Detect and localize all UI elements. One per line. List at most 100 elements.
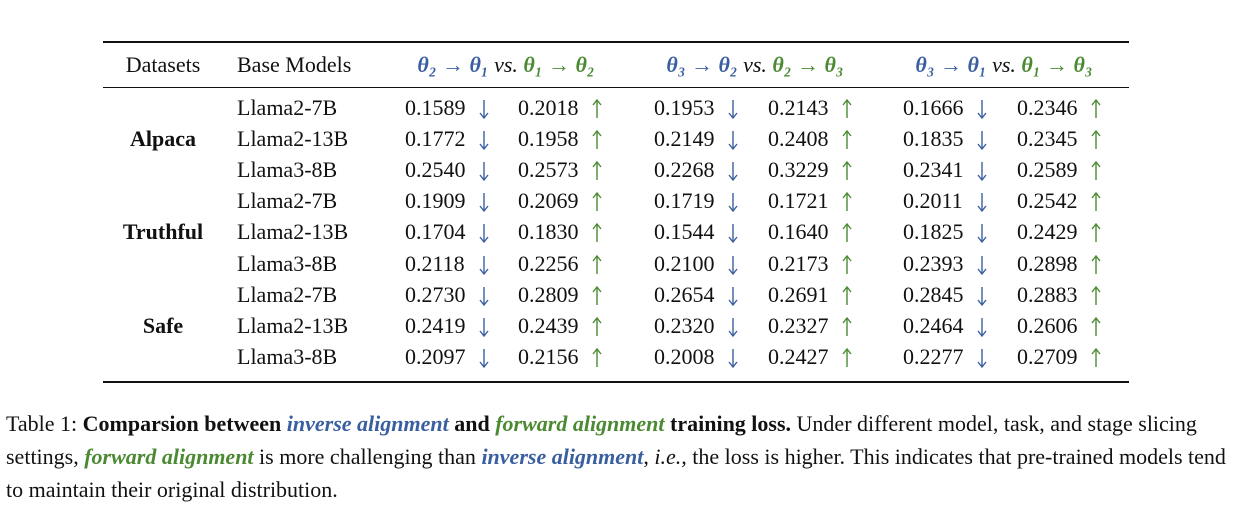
value-cell: 0.2097 [405,343,466,369]
down-arrow [977,100,987,119]
value-cell: 0.2346 [1017,95,1078,120]
model-name: Llama2-7B [237,281,338,307]
value-cell: 0.2018 [518,95,579,120]
down-arrow [479,162,489,182]
down-arrow [977,348,987,368]
down-arrow [728,162,738,182]
header-pair: θ₃ → θ₁ vs. θ₁ → θ₃ [915,51,1092,79]
caption-text: Comparsion between [82,411,282,436]
down-arrow [479,100,489,119]
value-cell: 0.2277 [903,343,964,369]
up-arrow [1091,254,1101,274]
up-arrow [1091,99,1101,118]
up-arrow [842,99,852,118]
value-cell: 0.1835 [903,126,964,152]
value-cell: 0.1909 [405,188,466,214]
up-arrow [592,192,602,212]
header-part: vs. [494,52,518,77]
up-arrow [842,347,852,367]
down-arrow [479,224,489,244]
up-arrow [842,316,852,336]
value-cell: 0.2464 [903,312,964,338]
value-cell: 0.2427 [768,343,829,369]
down-arrow [977,224,987,244]
header-cell: Base Models [237,52,352,77]
down-arrow [977,193,987,213]
value-cell: 0.2069 [518,188,579,214]
caption-text: training loss. [670,411,792,436]
up-arrow [842,285,852,305]
caption-text: inverse alignment [481,444,644,469]
header-part: vs. [743,52,767,77]
value-cell: 0.2709 [1017,343,1078,369]
up-arrow [842,130,852,150]
up-arrow [1091,316,1101,336]
value-cell: 0.1721 [768,188,829,214]
dataset-name: Alpaca [130,126,196,152]
down-arrow [479,286,489,306]
up-arrow [842,223,852,243]
up-arrow [1091,130,1101,150]
caption-text: is more challenging than [259,444,476,469]
value-cell: 0.2606 [1017,312,1078,338]
value-cell: 0.2156 [518,343,579,369]
value-cell: 0.2429 [1017,219,1078,245]
value-cell: 0.2327 [768,312,829,338]
value-cell: 0.2100 [654,250,715,276]
value-cell: 0.2419 [405,312,466,338]
value-cell: 0.2408 [768,126,829,152]
value-cell: 0.1958 [518,126,579,152]
up-arrow [1091,223,1101,243]
model-name: Llama2-13B [237,219,349,245]
down-arrow [728,193,738,213]
value-cell: 0.2268 [654,157,715,183]
down-arrow [728,100,738,119]
up-arrow [1091,192,1101,212]
down-arrow [479,255,489,275]
header-part: θ₁ → θ₂ [523,52,595,77]
down-arrow [977,162,987,182]
value-cell: 0.2008 [654,343,715,369]
dataset-name: Truthful [122,219,204,245]
model-name: Llama3-8B [237,157,338,183]
down-arrow [479,348,489,368]
value-cell: 0.2589 [1017,157,1078,183]
header-pair: θ₂ → θ₁ vs. θ₁ → θ₂ [417,51,594,79]
up-arrow [592,99,602,118]
up-arrow [592,285,602,305]
model-name: Llama2-7B [237,188,338,214]
value-cell: 0.1825 [903,219,964,245]
model-name: Llama3-8B [237,343,338,369]
header-part: θ₁ → θ₃ [1021,52,1093,77]
up-arrow [592,347,602,367]
value-cell: 0.1666 [903,95,964,120]
header-part: θ₃ → θ₁ [915,52,987,77]
caption-text: i.e., [654,444,687,469]
value-cell: 0.2883 [1017,281,1078,307]
caption-text: , [643,444,649,469]
header-part: θ₂ → θ₃ [772,52,844,77]
model-name: Llama2-13B [237,312,349,338]
value-cell: 0.1830 [518,219,579,245]
mid-rule [103,87,1129,88]
up-arrow [842,254,852,274]
value-cell: 0.2691 [768,281,829,307]
down-arrow [728,317,738,337]
model-name: Llama2-7B [237,95,338,120]
caption-label: Table 1: [6,411,78,436]
value-cell: 0.1589 [405,95,466,120]
value-cell: 0.1544 [654,219,715,245]
up-arrow [1091,161,1101,181]
bottom-rule [103,381,1129,383]
down-arrow [479,317,489,337]
value-cell: 0.2320 [654,312,715,338]
value-cell: 0.1704 [405,219,466,245]
value-cell: 0.2345 [1017,126,1078,152]
value-cell: 0.2439 [518,312,579,338]
value-cell: 0.2540 [405,157,466,183]
value-cell: 0.2845 [903,281,964,307]
value-cell: 0.2011 [903,188,963,214]
header-pair: θ₃ → θ₂ vs. θ₂ → θ₃ [666,51,843,79]
down-arrow [728,286,738,306]
